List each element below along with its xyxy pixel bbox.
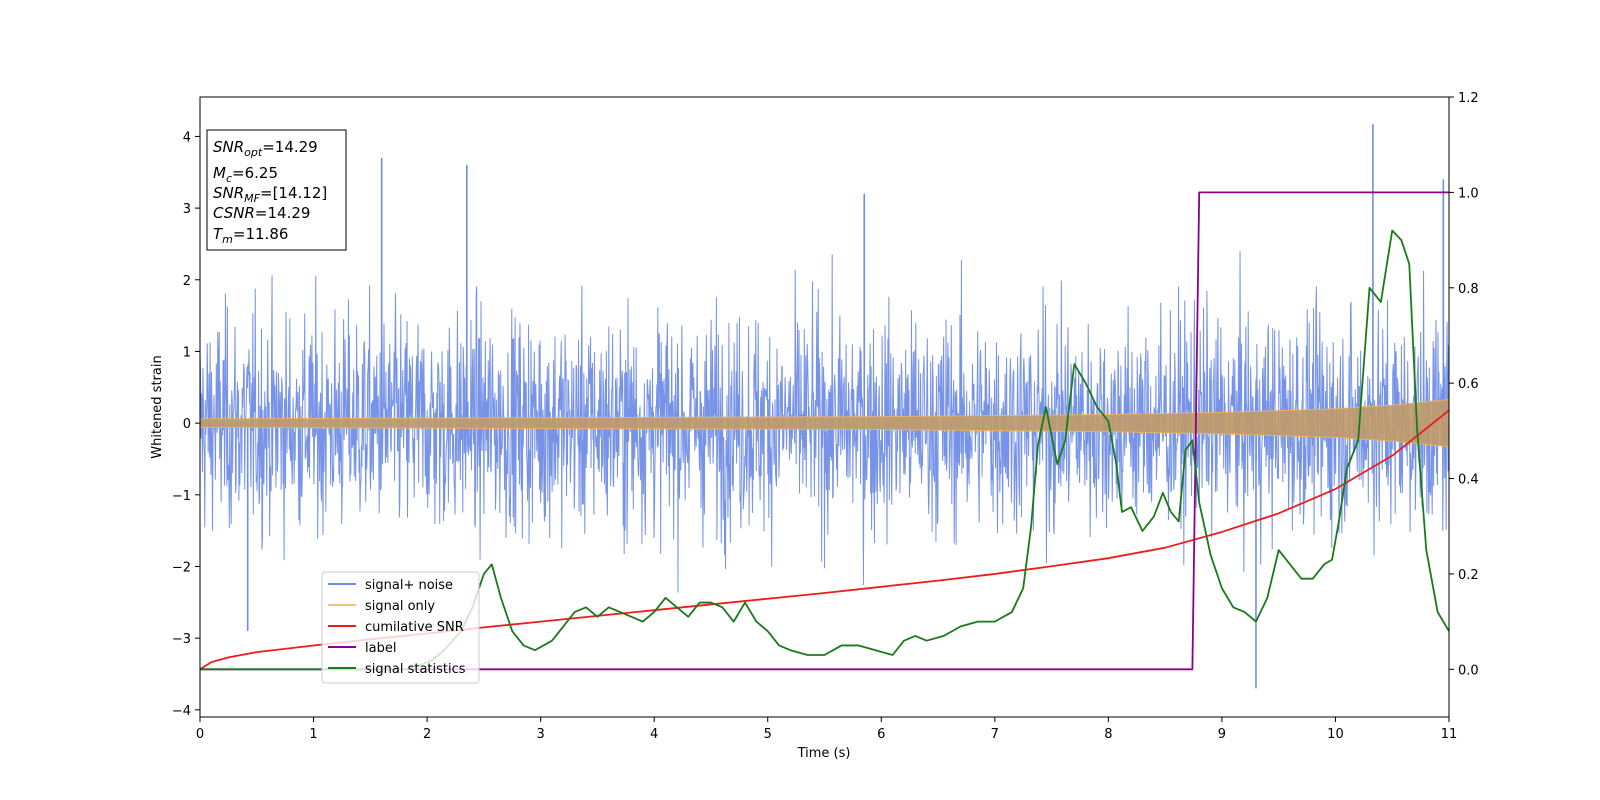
legend-label-3: label (365, 641, 396, 656)
axes-layer: 0 1 2 3 4 5 6 7 8 9 10 11 −4 −3 −2 −1 0 1 2 3 4 0.0 0.2 0.4 0.6 0… (172, 91, 1479, 742)
stats-box: SNRopt=14.29 Mc=6.25SNRMF=[14.12]CSNR=14.… (206, 129, 347, 251)
stats-line-4: Tm=11.86 (213, 225, 288, 246)
stats-line-3: CSNR=14.29 (213, 204, 310, 222)
x-tick-label-9: 9 (1218, 727, 1226, 742)
x-tick-label-7: 7 (991, 727, 999, 742)
x-tick-label-6: 6 (877, 727, 885, 742)
x-tick-label-2: 2 (423, 727, 431, 742)
series-signal-only (200, 398, 1449, 448)
y-left-tick-label-0: −4 (172, 704, 191, 719)
y-right-tick-label-1: 0.2 (1458, 568, 1479, 583)
legend-label-1: signal only (365, 599, 435, 614)
x-tick-label-5: 5 (764, 727, 772, 742)
x-tick-label-1: 1 (309, 727, 317, 742)
series-cumilative-snr (200, 409, 1449, 671)
y-right-tick-label-4: 0.8 (1458, 282, 1479, 297)
x-tick-label-11: 11 (1441, 727, 1458, 742)
y-left-tick-label-7: 3 (183, 202, 191, 217)
y-left-tick-label-8: 4 (183, 130, 191, 145)
x-tick-label-3: 3 (536, 727, 544, 742)
y-axis-label: Whitened strain (150, 355, 165, 458)
stats-line-1: Mc=6.25 (213, 164, 278, 185)
y-right-tick-label-5: 1.0 (1458, 186, 1479, 201)
y-left-tick-label-3: −1 (172, 489, 191, 504)
y-left-tick-label-2: −2 (172, 560, 191, 575)
stats-line-0: SNRopt=14.29 (213, 138, 318, 159)
legend: signal+ noise signal only cumilative SNR la… (321, 571, 480, 684)
legend-frame (321, 571, 480, 684)
stats-box-frame (206, 129, 347, 251)
plot-frame (199, 96, 1450, 718)
series-label (200, 191, 1449, 671)
y-right-tick-label-3: 0.6 (1458, 377, 1479, 392)
series-signal-statistics (200, 229, 1449, 671)
stats-line-2: SNRMF=[14.12] (213, 184, 327, 205)
x-axis-label: Time (s) (797, 746, 851, 761)
y-left-tick-label-5: 1 (183, 345, 191, 360)
legend-label-0: signal+ noise (365, 578, 453, 593)
y-left-tick-label-4: 0 (183, 417, 191, 432)
y-right-tick-label-0: 0.0 (1458, 663, 1479, 678)
y-right-tick-label-2: 0.4 (1458, 473, 1479, 488)
x-tick-label-0: 0 (196, 727, 204, 742)
x-tick-label-10: 10 (1327, 727, 1344, 742)
y-right-tick-label-6: 1.2 (1458, 91, 1479, 106)
legend-label-2: cumilative SNR (365, 620, 464, 635)
series-layer (200, 124, 1449, 689)
x-tick-label-8: 8 (1104, 727, 1112, 742)
y-left-tick-label-6: 2 (183, 274, 191, 289)
x-tick-label-4: 4 (650, 727, 658, 742)
legend-label-4: signal statistics (365, 662, 466, 677)
y-left-tick-label-1: −3 (172, 632, 191, 647)
